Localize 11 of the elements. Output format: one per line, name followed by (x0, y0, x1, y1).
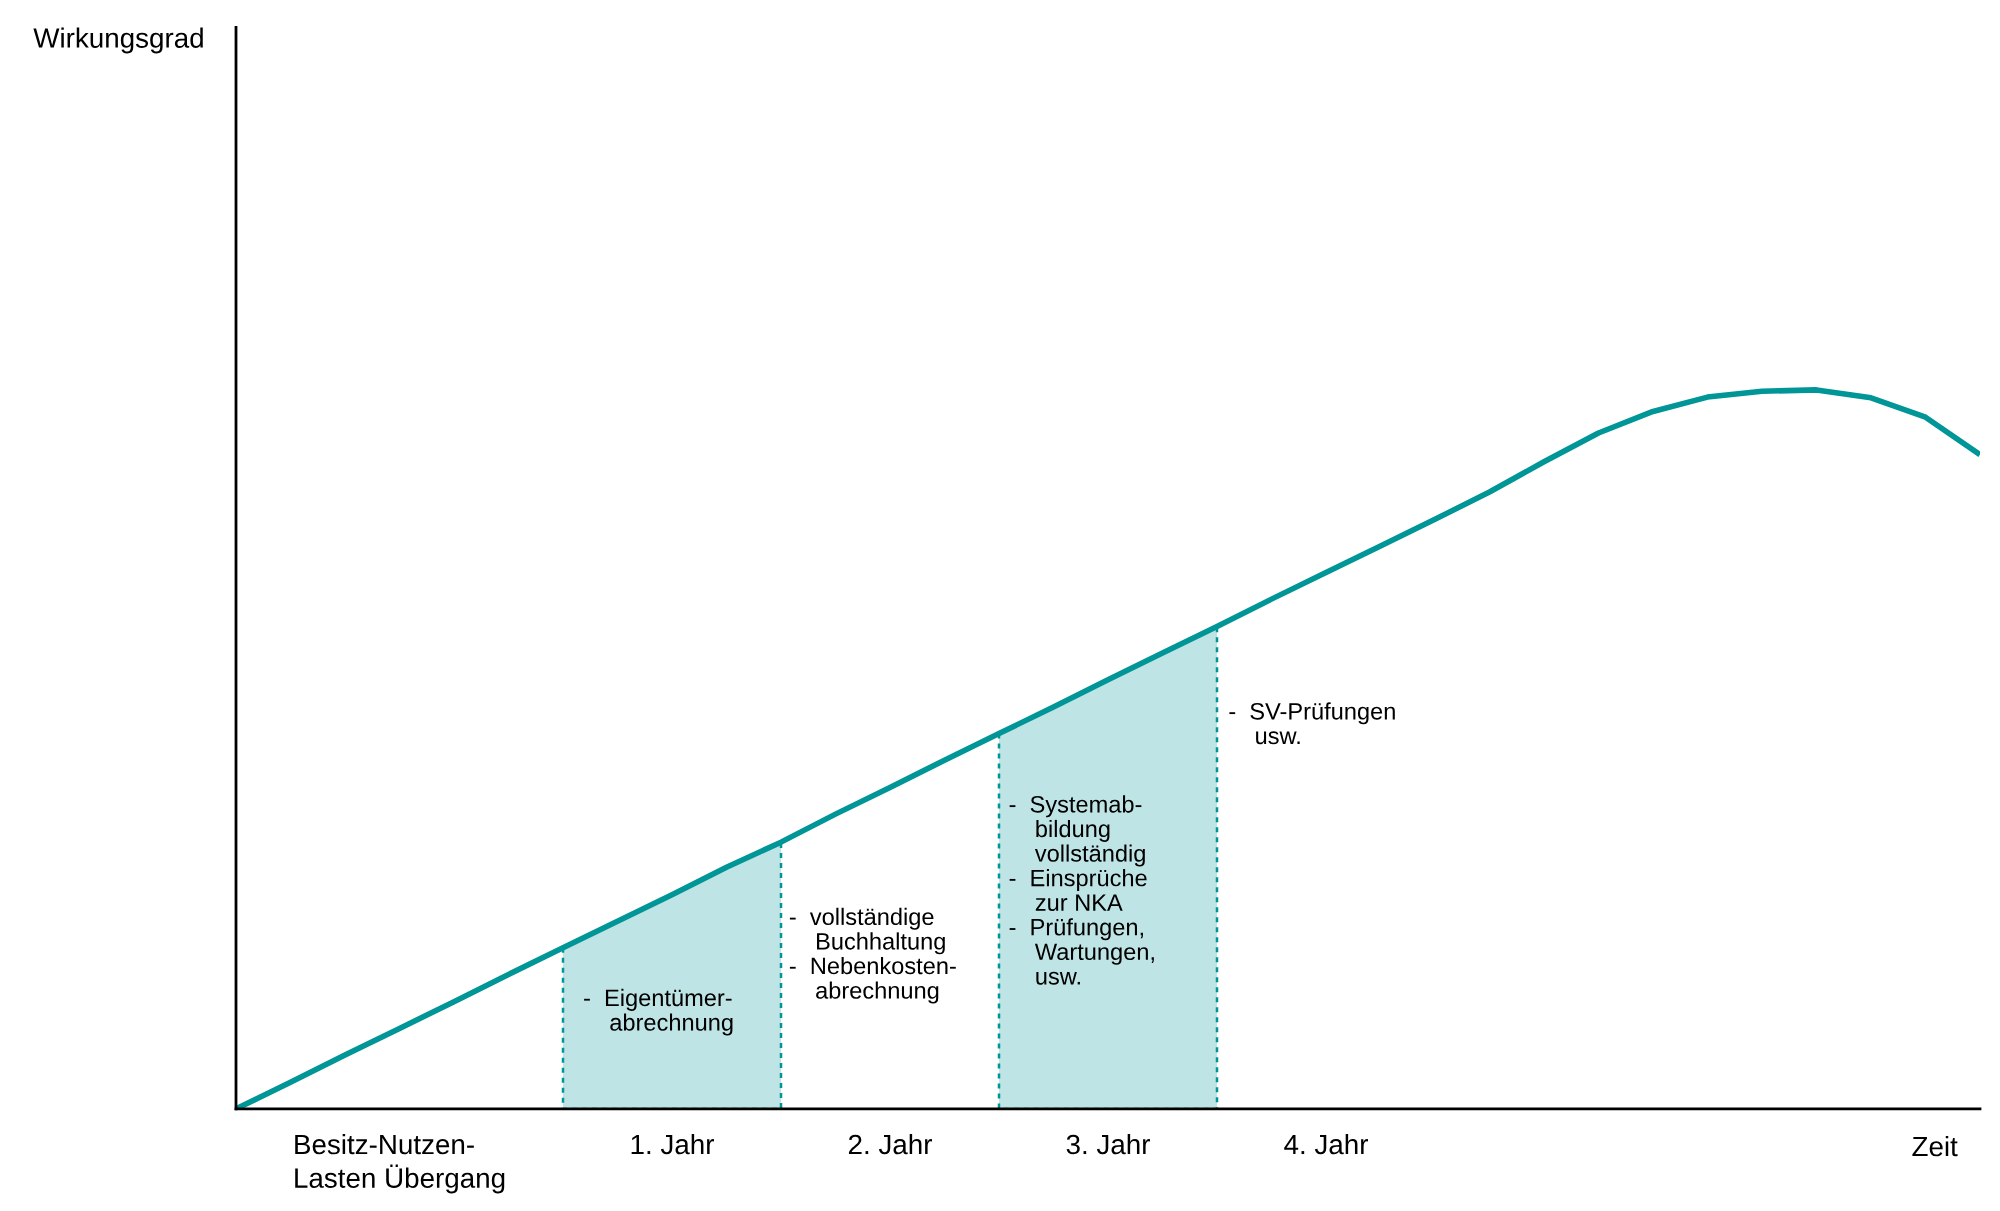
annotation: - Eigentümer- abrechnung (584, 988, 733, 1036)
text: Wirkungsgrad (33, 27, 203, 54)
x-tick-label: 1. Jahr (631, 1133, 714, 1155)
x-tick-label: 3. Jahr (1066, 1133, 1150, 1155)
annotation: - Systemab- bildung vollständig - Einsprüche zur NKA - Prüfungen, Wartungen, usw. (1009, 795, 1154, 985)
x-tick-label: 2. Jahr (848, 1133, 932, 1155)
x-tick-label: 4. Jahr (1284, 1133, 1368, 1155)
x-axis-title: Zeit (1912, 1135, 1958, 1157)
annotation: - SV-Prüfungen usw. (1229, 702, 1395, 745)
x-tick-label: Besitz-Nutzen- Lasten Übergang (295, 1133, 505, 1194)
annotation: - vollständige Buchhaltung - Nebenkosten- abrechnung (789, 907, 956, 1004)
